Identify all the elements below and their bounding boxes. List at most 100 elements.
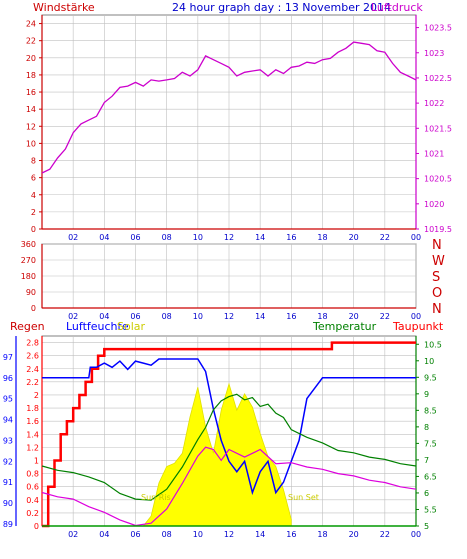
wind-tick-label: 4 [31,191,36,200]
temp-tick-label: 10.5 [424,340,442,349]
compass-label: S [432,270,440,285]
panel-wind-pressure: 02 04 06 08 10 12 14 16 18 20 22 002422201816141210… [26,14,452,242]
pressure-tick-label: 1023.5 [424,24,452,33]
panel3-annotations: Sun Ris Sun Set [141,493,319,502]
p2-x-tick-label: 04 [99,312,109,321]
pressure-tick-label: 1022 [424,99,444,108]
p3-x-tick-label: 00 [411,530,421,539]
pressure-tick-label: 1023 [424,49,444,58]
humidity-tick-label: 91 [3,478,13,487]
sun-rise-label: Sun Ris [141,493,171,502]
p2-x-tick-label: 10 [193,312,203,321]
temp-tick-label: 7 [424,456,429,465]
pressure-axis-label: Luftdruck [371,1,423,14]
rain-tick-label: 1.2 [26,443,39,452]
temperature-axis-label: Temperatur [312,320,377,333]
p1-x-tick-label: 18 [317,233,327,242]
compass-label: O [432,286,442,301]
temp-tick-label: 8.5 [424,406,437,415]
p2-x-tick-label: 08 [162,312,172,321]
p1-x-tick-label: 16 [286,233,296,242]
pressure-tick-label: 1021.5 [424,124,452,133]
p2-x-tick-label: 22 [380,312,390,321]
wind-tick-label: 12 [26,122,36,131]
pressure-tick-label: 1022.5 [424,74,452,83]
pressure-tick-label: 1019.5 [424,225,452,234]
rain-series-line [42,341,416,528]
wind-tick-label: 6 [31,174,36,183]
rain-tick-label: 1.8 [26,404,39,413]
direction-tick-label: 180 [21,272,36,281]
temp-tick-label: 9 [424,390,429,399]
p3-x-tick-label: 14 [255,530,265,539]
dewpoint-series-line [41,446,417,527]
p3-x-tick-label: 06 [130,530,140,539]
p2-x-tick-label: 06 [130,312,140,321]
graph-title: 24 hour graph day : 13 November 2014 [172,1,391,14]
wind-axis-label: Windstärke [33,1,95,14]
temp-tick-label: 8 [424,423,429,432]
p3-x-tick-label: 18 [317,530,327,539]
direction-tick-label: 360 [21,240,36,249]
humidity-axis-label: Luftfeuchte [66,320,129,333]
humidity-series-line [42,358,416,496]
humidity-tick-label: 94 [3,416,13,425]
humidity-tick-label: 89 [3,520,13,529]
rain-tick-label: 1.4 [26,430,39,439]
wind-tick-label: 18 [26,71,36,80]
p1-x-tick-label: 04 [99,233,109,242]
sun-set-label: Sun Set [288,493,319,502]
rain-tick-label: 2.6 [26,352,39,361]
panel-wind-direction: 02 04 06 08 10 12 14 16 18 20 22 00 360 N 270 W 180 S 90 O 0… [21,238,445,321]
humidity-tick-label: 93 [3,436,13,445]
pressure-tick-label: 1021 [424,149,444,158]
temp-tick-label: 10 [424,357,434,366]
p2-x-tick-label: 12 [224,312,234,321]
wind-tick-label: 0 [31,225,36,234]
p2-x-tick-label: 14 [255,312,265,321]
direction-tick-label: 0 [31,304,36,313]
p1-x-tick-label: 10 [193,233,203,242]
p1-x-tick-label: 02 [68,233,78,242]
temperature-series-line [41,393,417,501]
wind-tick-label: 2 [31,208,36,217]
pressure-tick-label: 1020.5 [424,175,452,184]
rain-tick-label: 0.6 [26,483,39,492]
temp-tick-label: 6 [424,489,429,498]
rain-tick-label: 0.4 [26,496,39,505]
temp-tick-label: 9.5 [424,373,437,382]
temp-tick-label: 5.5 [424,505,437,514]
rain-tick-label: 2 [34,391,39,400]
p3-x-tick-label: 02 [68,530,78,539]
direction-tick-label: 270 [21,256,36,265]
p3-x-tick-label: 20 [349,530,359,539]
humidity-tick-label: 92 [3,457,13,466]
rain-tick-label: 0.2 [26,509,39,518]
p3-x-tick-label: 12 [224,530,234,539]
temp-tick-label: 7.5 [424,439,437,448]
rain-tick-label: 0 [34,522,39,531]
temp-tick-label: 5 [424,522,429,531]
p2-x-tick-label: 20 [349,312,359,321]
p1-x-tick-label: 08 [162,233,172,242]
p3-x-tick-label: 16 [286,530,296,539]
wind-tick-label: 8 [31,157,36,166]
rain-tick-label: 2.2 [26,378,39,387]
humidity-tick-label: 96 [3,374,13,383]
compass-label: W [432,254,445,269]
p3-x-tick-label: 10 [193,530,203,539]
p2-x-tick-label: 02 [68,312,78,321]
humidity-tick-label: 90 [3,499,13,508]
p3-x-tick-label: 22 [380,530,390,539]
p1-x-tick-label: 22 [380,233,390,242]
wind-tick-label: 10 [26,139,36,148]
p3-x-tick-label: 08 [162,530,172,539]
pressure-tick-label: 1020 [424,200,444,209]
humidity-tick-label: 97 [3,353,13,362]
p1-x-tick-label: 14 [255,233,265,242]
wind-tick-label: 22 [26,37,36,46]
pressure-series-line [41,41,417,174]
humidity-tick-label: 95 [3,395,13,404]
panel-humidity-temperature: 02 04 06 08 10 12 14 16 18 20 22 002.82.62.42.221.8… [3,335,442,539]
